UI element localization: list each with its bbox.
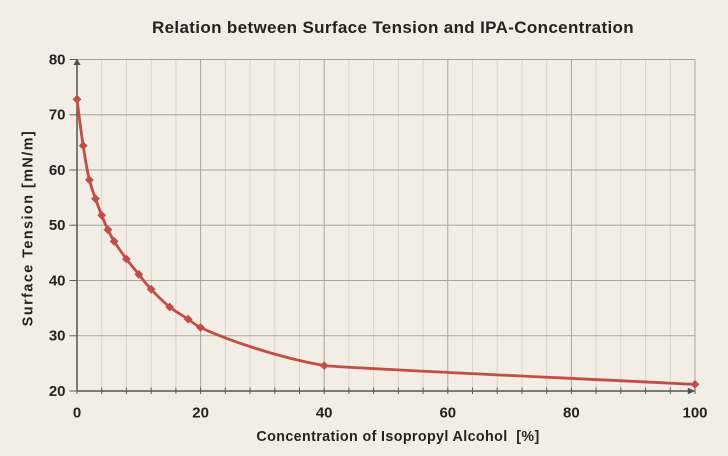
- svg-text:40: 40: [49, 272, 66, 289]
- svg-text:0: 0: [73, 405, 81, 422]
- svg-text:20: 20: [192, 405, 209, 422]
- svg-text:20: 20: [49, 383, 66, 400]
- svg-text:Relation between Surface Tensi: Relation between Surface Tension and IPA…: [152, 18, 634, 37]
- svg-text:60: 60: [439, 405, 456, 422]
- svg-text:100: 100: [682, 405, 707, 422]
- svg-text:Surface Tension [mN/m]: Surface Tension [mN/m]: [21, 130, 37, 326]
- svg-text:Concentration of Isopropyl Alc: Concentration of Isopropyl Alcohol [%]: [256, 429, 539, 445]
- svg-text:60: 60: [49, 162, 66, 179]
- svg-text:30: 30: [49, 328, 66, 345]
- svg-text:50: 50: [49, 217, 66, 234]
- svg-text:40: 40: [316, 405, 333, 422]
- svg-text:80: 80: [49, 51, 66, 68]
- svg-text:80: 80: [563, 405, 580, 422]
- svg-text:70: 70: [49, 107, 66, 124]
